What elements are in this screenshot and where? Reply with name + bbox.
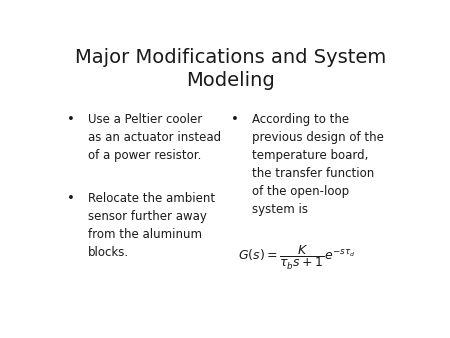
Text: $G(s) = \dfrac{K}{\tau_b s + 1} e^{-s\tau_d}$: $G(s) = \dfrac{K}{\tau_b s + 1} e^{-s\ta… [238, 244, 355, 272]
Text: According to the
previous design of the
temperature board,
the transfer function: According to the previous design of the … [252, 114, 383, 216]
Text: •: • [230, 114, 238, 126]
Text: Relocate the ambient
sensor further away
from the aluminum
blocks.: Relocate the ambient sensor further away… [88, 192, 215, 259]
Text: •: • [67, 114, 75, 126]
Text: Use a Peltier cooler
as an actuator instead
of a power resistor.: Use a Peltier cooler as an actuator inst… [88, 114, 221, 163]
Text: •: • [67, 192, 75, 204]
Text: Major Modifications and System
Modeling: Major Modifications and System Modeling [75, 48, 386, 90]
